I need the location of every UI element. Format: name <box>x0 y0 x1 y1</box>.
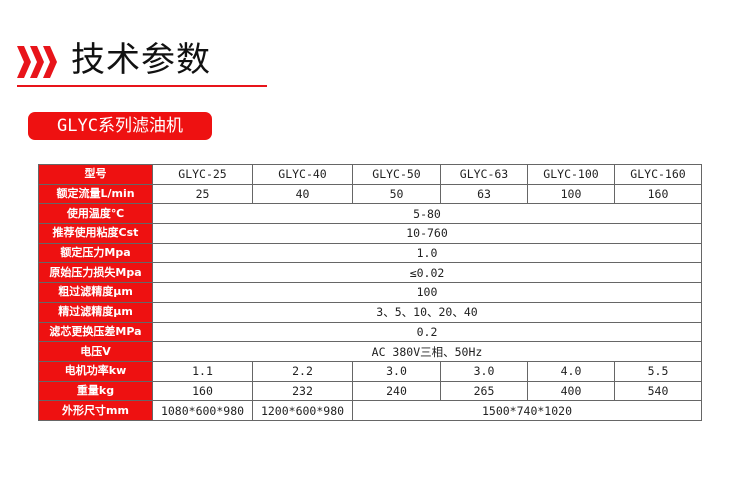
table-row: 电机功率kw 1.1 2.2 3.0 3.0 4.0 5.5 <box>38 360 702 382</box>
value-cell: 3.0 <box>440 360 528 382</box>
table-row: 精过滤精度μm 3、5、10、20、40 <box>38 301 702 323</box>
value-cell: 1.0 <box>152 242 702 264</box>
row-label: 粗过滤精度μm <box>38 282 153 303</box>
table-row: 额定流量L/min 25 40 50 63 100 160 <box>38 183 702 205</box>
value-cell: 3.0 <box>352 360 441 382</box>
row-label: 型号 <box>38 164 153 185</box>
value-cell: 2.2 <box>252 360 353 382</box>
table-row: 滤芯更换压差MPa 0.2 <box>38 321 702 343</box>
value-cell: 100 <box>527 183 615 205</box>
value-cell: 400 <box>527 380 615 402</box>
value-cell: 1500*740*1020 <box>352 400 702 421</box>
model-cell: GLYC-40 <box>252 164 353 185</box>
table-row: 粗过滤精度μm 100 <box>38 282 702 303</box>
value-cell: AC 380V三相、50Hz <box>152 341 702 362</box>
row-label: 外形尺寸mm <box>38 400 153 421</box>
series-badge: GLYC系列滤油机 <box>28 112 212 140</box>
model-cell: GLYC-63 <box>440 164 528 185</box>
value-cell: 100 <box>152 282 702 303</box>
value-cell: 1.1 <box>152 360 253 382</box>
value-cell: 40 <box>252 183 353 205</box>
row-label: 精过滤精度μm <box>38 301 153 323</box>
value-cell: 5.5 <box>614 360 702 382</box>
spec-table: 型号 GLYC-25 GLYC-40 GLYC-50 GLYC-63 GLYC-… <box>38 164 702 421</box>
value-cell: 160 <box>152 380 253 402</box>
title-divider <box>17 85 267 87</box>
value-cell: 540 <box>614 380 702 402</box>
value-cell: 4.0 <box>527 360 615 382</box>
value-cell: 3、5、10、20、40 <box>152 301 702 323</box>
value-cell: 240 <box>352 380 441 402</box>
row-label: 原始压力损失Mpa <box>38 262 153 284</box>
row-label: 电机功率kw <box>38 360 153 382</box>
value-cell: 25 <box>152 183 253 205</box>
triple-chevron-right-icon <box>17 46 57 78</box>
value-cell: 1080*600*980 <box>152 400 253 421</box>
table-row: 外形尺寸mm 1080*600*980 1200*600*980 1500*74… <box>38 400 702 421</box>
row-label: 推荐使用粘度Cst <box>38 223 153 244</box>
table-row: 额定压力Mpa 1.0 <box>38 242 702 264</box>
value-cell: 50 <box>352 183 441 205</box>
model-cell: GLYC-50 <box>352 164 441 185</box>
page-title: 技术参数 <box>71 40 211 80</box>
row-label: 使用温度℃ <box>38 203 153 225</box>
table-row: 使用温度℃ 5-80 <box>38 203 702 225</box>
table-row: 型号 GLYC-25 GLYC-40 GLYC-50 GLYC-63 GLYC-… <box>38 164 702 185</box>
model-cell: GLYC-25 <box>152 164 253 185</box>
row-label: 额定压力Mpa <box>38 242 153 264</box>
table-row: 推荐使用粘度Cst 10-760 <box>38 223 702 244</box>
model-cell: GLYC-100 <box>527 164 615 185</box>
value-cell: 232 <box>252 380 353 402</box>
table-row: 原始压力损失Mpa ≤0.02 <box>38 262 702 284</box>
table-row: 重量kg 160 232 240 265 400 540 <box>38 380 702 402</box>
row-label: 额定流量L/min <box>38 183 153 205</box>
value-cell: 1200*600*980 <box>252 400 353 421</box>
value-cell: 265 <box>440 380 528 402</box>
row-label: 电压V <box>38 341 153 362</box>
model-cell: GLYC-160 <box>614 164 702 185</box>
value-cell: 160 <box>614 183 702 205</box>
value-cell: 10-760 <box>152 223 702 244</box>
value-cell: 63 <box>440 183 528 205</box>
table-row: 电压V AC 380V三相、50Hz <box>38 341 702 362</box>
value-cell: 5-80 <box>152 203 702 225</box>
row-label: 重量kg <box>38 380 153 402</box>
row-label: 滤芯更换压差MPa <box>38 321 153 343</box>
value-cell: ≤0.02 <box>152 262 702 284</box>
value-cell: 0.2 <box>152 321 702 343</box>
